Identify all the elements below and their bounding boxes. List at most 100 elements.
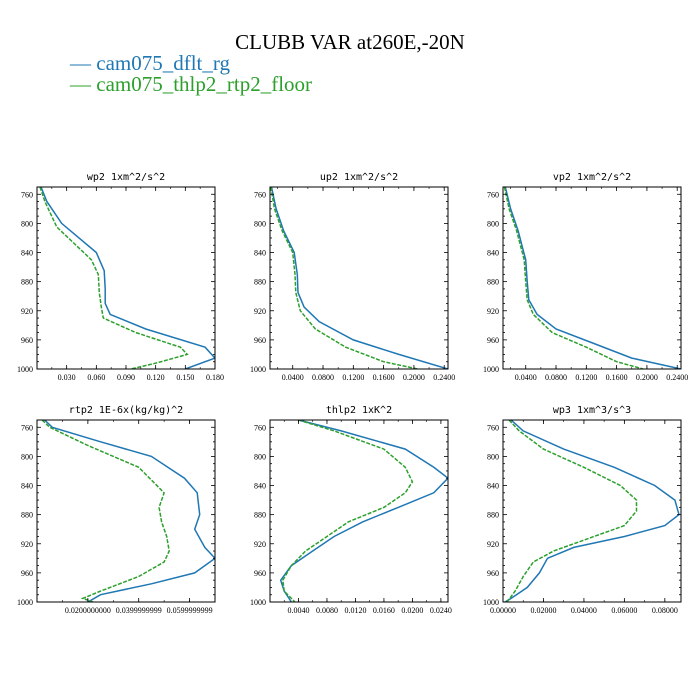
y-tick-label: 840 [487,249,499,258]
panel-6: wp3 1xm^3/s^3 760 800 840 880 920 960 10000.000… [483,405,682,615]
x-tick-label: 0.08000 [652,606,678,615]
y-tick-label: 760 [254,190,266,199]
panel-title: wp3 1xm^3/s^3 [553,405,631,416]
y-tick-label: 760 [487,423,499,432]
panel-title: thlp2 1xK^2 [326,405,392,416]
y-tick-label: 920 [254,307,266,316]
legend-entry-floor-text: — cam075_thlp2_rtp2_floor [70,72,313,96]
series-floor-line [41,420,170,602]
y-tick-label: 1000 [17,365,33,374]
x-tick-label: 0.0200 [401,606,423,615]
y-tick-label: 920 [254,540,266,549]
x-tick-label: 0.150 [176,373,194,382]
y-tick-label: 760 [21,190,33,199]
y-tick-label: 960 [487,336,499,345]
x-tick-label: 0.1200 [575,373,597,382]
y-tick-label: 800 [254,219,266,228]
x-tick-label: 0.0160 [373,606,395,615]
y-tick-label: 1000 [250,598,266,607]
x-tick-label: 0.2000 [403,373,425,382]
y-tick-label: 960 [254,569,266,578]
y-tick-label: 800 [21,219,33,228]
x-tick-label: 0.0240 [430,606,452,615]
y-tick-label: 840 [254,482,266,491]
x-tick-label: 0.060 [87,373,105,382]
y-tick-label: 840 [21,249,33,258]
x-tick-label: 0.1200 [342,373,364,382]
panel-title: vp2 1xm^2/s^2 [553,172,631,183]
y-tick-label: 1000 [17,598,33,607]
plot-frame [502,186,682,370]
y-tick-label: 880 [254,511,266,520]
series-dflt-line [44,420,215,602]
y-tick-label: 880 [21,511,33,520]
y-tick-label: 840 [487,482,499,491]
panel-title: up2 1xm^2/s^2 [320,172,398,183]
panel-4: rtp2 1E-6x(kg/kg)^2 760 800 840 880 920 960 100… [17,405,216,615]
series-dflt-line [504,420,680,602]
y-tick-label: 800 [254,452,266,461]
panel-title: rtp2 1E-6x(kg/kg)^2 [69,405,183,416]
x-tick-label: 0.180 [206,373,224,382]
y-tick-label: 760 [21,423,33,432]
x-tick-label: 0.0040 [287,606,309,615]
plot-frame [269,186,449,370]
x-tick-label: 0.030 [58,373,76,382]
x-tick-label: 0.00000 [490,606,516,615]
panel-5: thlp2 1xK^2 760 800 840 880 920 960 1000 0.0040 0… [250,405,452,615]
legend-entry-floor: — cam075_thlp2_rtp2_floor [70,73,312,95]
legend-entry-dflt-text: — cam075_dflt_rg [70,51,231,75]
series-floor-line [503,187,644,369]
plot-frame [269,419,449,603]
plot-frame [502,419,682,603]
series-floor-line [282,420,414,602]
x-tick-label: 0.2400 [666,373,688,382]
y-tick-label: 920 [487,540,499,549]
series-dflt-line [504,187,681,369]
panel-1: wp2 1xm^2/s^2 760 800 840 880 920 960 1000 0.030… [17,172,224,382]
x-tick-label: 0.1600 [606,373,628,382]
y-tick-label: 800 [487,219,499,228]
plot-frame [36,419,216,603]
y-tick-label: 960 [21,569,33,578]
legend-entry-dflt: — cam075_dflt_rg [70,52,230,74]
x-tick-label: 0.0400 [282,373,304,382]
x-tick-label: 0.120 [147,373,165,382]
x-tick-label: 0.0800 [545,373,567,382]
series-floor-line [39,187,189,369]
y-tick-label: 880 [254,278,266,287]
y-tick-label: 840 [254,249,266,258]
y-tick-label: 960 [254,336,266,345]
y-tick-label: 880 [487,511,499,520]
y-tick-label: 880 [21,278,33,287]
series-dflt-line [40,187,215,369]
x-tick-label: 0.0120 [344,606,366,615]
figure-title: CLUBB VAR at260E,-20N [235,30,465,54]
x-tick-label: 0.0399999999 [116,606,162,615]
panel-2: up2 1xm^2/s^2 760 800 840 880 920 960 1000 0.040… [250,172,455,382]
x-tick-label: 0.090 [117,373,135,382]
x-tick-label: 0.0800 [312,373,334,382]
y-tick-label: 840 [21,482,33,491]
y-tick-label: 920 [21,307,33,316]
y-tick-label: 760 [254,423,266,432]
panel-3: vp2 1xm^2/s^2 760 800 840 880 920 960 1000 0.040… [483,172,688,382]
y-tick-label: 920 [21,540,33,549]
y-tick-label: 800 [487,452,499,461]
series-dflt-line [270,187,448,369]
y-tick-label: 880 [487,278,499,287]
y-tick-label: 760 [487,190,499,199]
y-tick-label: 1000 [483,598,499,607]
panel-title: wp2 1xm^2/s^2 [87,172,165,183]
y-tick-label: 1000 [250,365,266,374]
x-tick-label: 0.04000 [571,606,597,615]
series-floor-line [270,187,418,369]
y-tick-label: 800 [21,452,33,461]
x-tick-label: 0.0080 [316,606,338,615]
series-floor-line [506,420,638,602]
series-dflt-line [279,420,448,602]
x-tick-label: 0.2400 [433,373,455,382]
x-tick-label: 0.2000 [636,373,658,382]
